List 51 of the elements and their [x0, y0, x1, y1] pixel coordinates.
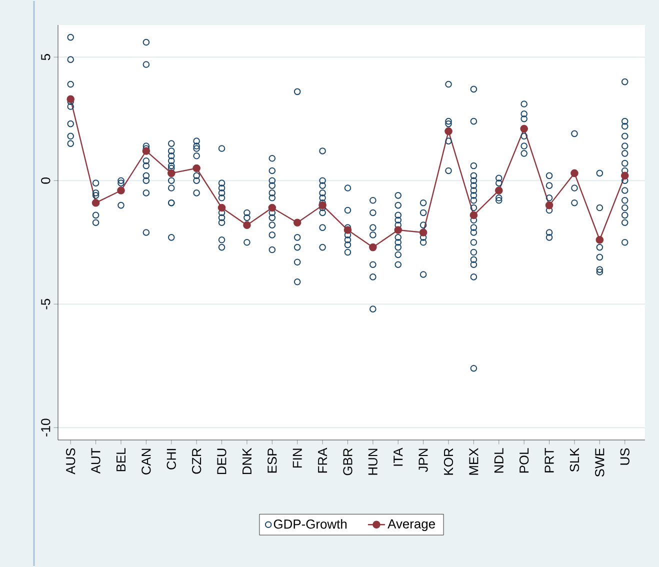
point — [293, 218, 302, 227]
x-tick-label: DNK — [242, 448, 252, 474]
x-tick-label: KOR — [444, 448, 454, 475]
point — [92, 198, 100, 207]
point — [344, 226, 352, 234]
point — [66, 95, 75, 103]
y-tick-label: -10 — [41, 418, 50, 436]
x-tick-label: CZR — [192, 448, 202, 474]
x-tick-label: SWE — [595, 448, 604, 477]
x-tick-label: CHI — [166, 448, 176, 470]
x-tick-label: AUS — [66, 448, 76, 474]
x-tick-label: JPN — [418, 448, 428, 472]
point — [268, 204, 276, 212]
point — [545, 201, 554, 210]
x-tick-label: US — [620, 448, 630, 465]
x-tick-label: FRA — [318, 448, 327, 473]
x-tick-label: POL — [519, 448, 529, 473]
x-tick-label: ESP — [268, 448, 277, 473]
legend-label: Average — [388, 519, 435, 532]
point — [369, 243, 377, 252]
x-tick-label: AUT — [91, 448, 100, 474]
x-tick-label: DEU — [217, 448, 226, 474]
point — [394, 226, 402, 234]
x-tick-label: FIN — [292, 448, 302, 468]
x-tick-label: CAN — [142, 448, 151, 474]
point — [218, 204, 226, 212]
point — [494, 186, 503, 194]
x-tick-label: SLK — [570, 448, 580, 472]
x-tick-label: HUN — [368, 448, 378, 475]
x-tick-label: PRT — [544, 448, 554, 472]
point — [520, 124, 528, 133]
point — [620, 172, 629, 180]
x-tick-label: NDL — [494, 448, 504, 473]
point — [470, 211, 478, 220]
point — [570, 169, 578, 178]
x-tick-label: ITA — [394, 448, 403, 466]
y-tick-label: 5 — [41, 54, 50, 60]
point — [596, 236, 604, 244]
point — [419, 228, 428, 236]
point — [243, 221, 251, 229]
x-tick-label: GBR — [343, 448, 352, 476]
x-tick-label: BEL — [116, 448, 126, 472]
point — [192, 164, 200, 172]
point — [167, 169, 176, 178]
point — [117, 186, 125, 194]
point — [318, 201, 326, 210]
y-tick-label: 0 — [41, 178, 50, 184]
x-tick-label: MEX — [469, 448, 478, 475]
legend-label: GDP-Growth — [274, 519, 347, 529]
y-tick-label: -5 — [41, 298, 50, 310]
point — [444, 127, 452, 136]
